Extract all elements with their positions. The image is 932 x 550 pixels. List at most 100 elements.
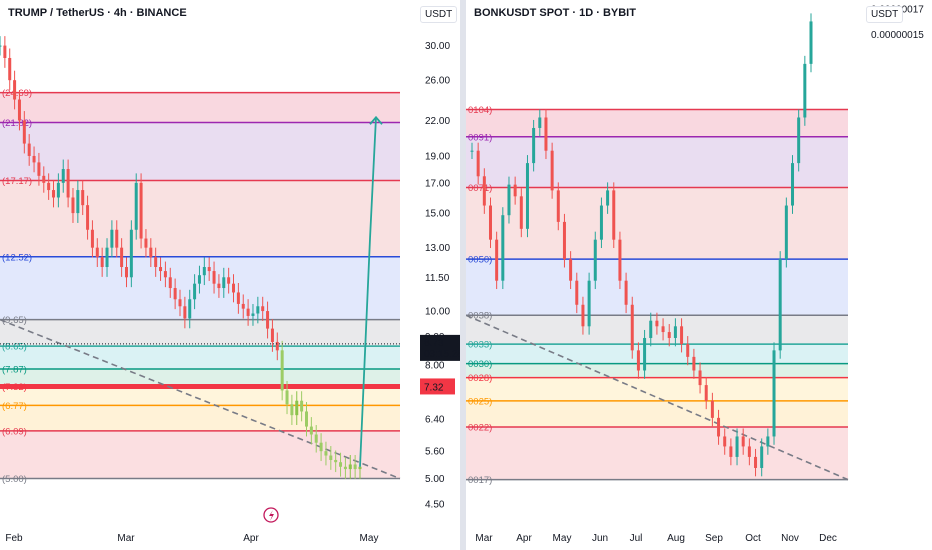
- candle-body: [655, 320, 659, 327]
- candle-body: [129, 229, 133, 278]
- fib-level-label: 0022): [468, 422, 492, 433]
- candle-body: [100, 257, 104, 268]
- candle-body: [309, 426, 313, 435]
- marked-level-price-text: 7.32: [424, 382, 444, 393]
- candle-body: [266, 311, 270, 329]
- candle-body: [86, 205, 90, 230]
- x-axis-tick-label: Dec: [819, 533, 837, 544]
- fib-level-label: (7.32): [2, 382, 27, 393]
- y-axis-tick-label: 8.00: [425, 360, 445, 371]
- fib-level-label: 0033): [468, 340, 492, 351]
- x-axis-tick-label: Aug: [667, 533, 685, 544]
- bonk-chart-title: BONKUSDT SPOT · 1D · BYBIT: [472, 6, 638, 20]
- y-axis-tick-label: 13.00: [425, 243, 450, 254]
- y-axis-tick-label: 11.50: [425, 273, 450, 284]
- candle-body: [217, 283, 221, 289]
- fib-band: [0, 319, 400, 347]
- candle-body: [339, 462, 343, 467]
- candle-body: [809, 21, 813, 64]
- candle-body: [488, 205, 492, 240]
- candle-body: [159, 267, 163, 272]
- fib-band: [466, 259, 848, 316]
- bonk-chart-panel[interactable]: 0104) 0091) 0071) 0050) 0038) 0033) 0030) 0028)…: [466, 0, 932, 550]
- candle-body: [154, 257, 158, 268]
- bonk-unit-label[interactable]: USDT: [866, 6, 904, 23]
- fib-band: [466, 109, 848, 137]
- fib-level-label: (8.65): [2, 342, 27, 353]
- y-axis-tick-label: 22.00: [425, 116, 450, 127]
- trump-unit-label[interactable]: USDT: [420, 6, 458, 23]
- candle-body: [47, 182, 51, 191]
- y-axis-tick-label: 5.00: [425, 474, 445, 485]
- trump-chart-canvas[interactable]: (24.69) (21.82) (17.17) (12.52) (9.65) (8.65)…: [0, 0, 460, 550]
- candle-body: [329, 455, 333, 460]
- candle-body: [575, 280, 579, 305]
- candle-body: [556, 190, 560, 222]
- candle-body: [42, 175, 46, 183]
- fib-band: [466, 426, 848, 480]
- candle-body: [105, 247, 109, 268]
- candle-body: [348, 464, 352, 470]
- trump-chart-panel[interactable]: (24.69) (21.82) (17.17) (12.52) (9.65) (8.65)…: [0, 0, 460, 550]
- fib-band: [0, 386, 400, 406]
- candle-body: [95, 247, 99, 258]
- candle-body: [593, 239, 597, 281]
- candle-body: [741, 436, 745, 447]
- fib-band: [466, 377, 848, 401]
- x-axis-tick-label: Feb: [5, 533, 23, 544]
- candle-body: [17, 99, 21, 121]
- candle-body: [643, 337, 647, 371]
- projection-arrow: [359, 117, 377, 467]
- candle-body: [285, 390, 289, 405]
- fib-band: [0, 368, 400, 387]
- candle-body: [735, 436, 739, 457]
- candle-body: [3, 45, 7, 58]
- candle-body: [525, 163, 529, 229]
- candle-body: [501, 215, 505, 281]
- x-axis-tick-label: Sep: [705, 533, 723, 544]
- candle-body: [290, 404, 294, 416]
- fib-level-label: 0017): [468, 475, 492, 486]
- last-price-box: [420, 334, 460, 361]
- candle-body: [704, 385, 708, 401]
- candle-body: [27, 143, 31, 156]
- countdown-text: 03:15:28: [424, 349, 460, 360]
- fib-level-label: (17.17): [2, 176, 32, 187]
- x-axis-tick-label: Mar: [117, 533, 135, 544]
- y-axis-tick-label: 19.00: [425, 151, 450, 162]
- candle-body: [649, 320, 653, 338]
- panel-divider[interactable]: [460, 0, 466, 550]
- fib-band: [0, 430, 400, 479]
- candle-body: [710, 400, 714, 418]
- candle-body: [76, 190, 80, 214]
- projection-arrowhead: [369, 115, 383, 125]
- lightning-icon-bolt: [269, 510, 274, 521]
- candle-body: [202, 267, 206, 276]
- candle-body: [314, 434, 318, 443]
- x-axis-tick-label: Apr: [243, 533, 259, 544]
- candle-body: [680, 326, 684, 345]
- y-axis-tick-label: 15.00: [425, 209, 450, 220]
- x-axis-tick-label: Jul: [630, 533, 643, 544]
- y-axis-tick-label: 0.00000015: [871, 30, 924, 41]
- fib-level-label: 0091): [468, 132, 492, 143]
- fib-level-label: (6.09): [2, 426, 27, 437]
- candle-body: [22, 120, 26, 144]
- fib-level-label: (12.52): [2, 252, 32, 263]
- candle-body: [618, 239, 622, 281]
- fib-level-label: (5.00): [2, 474, 27, 485]
- candle-body: [90, 229, 94, 248]
- fib-level-label: (21.82): [2, 118, 32, 129]
- trump-chart-title: TRUMP / TetherUS · 4h · BINANCE: [6, 6, 189, 20]
- candle-body: [280, 350, 284, 391]
- lightning-icon: [263, 507, 279, 523]
- candle-body: [81, 190, 85, 206]
- candle-body: [319, 442, 323, 452]
- candle-body: [754, 456, 758, 468]
- candle-body: [241, 303, 245, 309]
- bonk-chart-canvas[interactable]: 0104) 0091) 0071) 0050) 0038) 0033) 0030) 0028)…: [466, 0, 932, 550]
- candle-body: [630, 304, 634, 351]
- candle-body: [66, 169, 70, 198]
- candle-body: [149, 247, 153, 258]
- fib-level-label: (9.65): [2, 315, 27, 326]
